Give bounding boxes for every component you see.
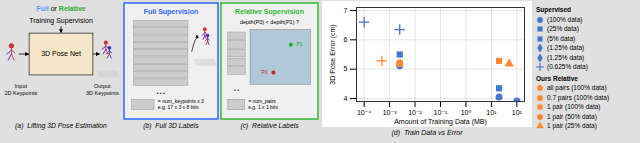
svg-text:Full Supervision: Full Supervision xyxy=(144,8,198,16)
html-text:(5% data): (5% data) xyxy=(547,34,576,42)
svg-text:• • •: • • • xyxy=(157,90,165,96)
svg-text:Relative Supervision: Relative Supervision xyxy=(235,8,304,16)
html-text:(1.25% data): (1.25% data) xyxy=(547,53,585,61)
svg-text:10²: 10² xyxy=(512,109,523,116)
svg-text:= num_pairse.g. 1 x 1 bits: = num_pairse.g. 1 x 1 bits xyxy=(248,98,278,110)
svg-text:= num_keypoints x 3e.g. 17 x 3: = num_keypoints x 3e.g. 17 x 3 x 8 bits xyxy=(158,98,204,110)
svg-text:P1: P1 xyxy=(297,41,303,47)
svg-text:10⁰: 10⁰ xyxy=(461,109,472,116)
html-text:Ours Relative: Ours Relative xyxy=(536,74,578,82)
svg-text:10⁻²: 10⁻² xyxy=(408,109,422,116)
html-text:(0.625% data): (0.625% data) xyxy=(547,63,588,70)
svg-text:4: 4 xyxy=(344,95,348,102)
svg-text:(b) Full 3D Labels: (b) Full 3D Labels xyxy=(143,122,199,130)
html-text:1 pair (25% data): 1 pair (25% data) xyxy=(547,122,597,129)
html-text:all pairs (100% data): all pairs (100% data) xyxy=(547,84,607,91)
html-text:(100% data): (100% data) xyxy=(547,15,583,23)
svg-text:3D Pose Net: 3D Pose Net xyxy=(41,50,81,57)
svg-text:5: 5 xyxy=(344,65,348,72)
html-text:(d) Train Data vs Error: (d) Train Data vs Error xyxy=(391,129,463,136)
svg-text:Training Supervision: Training Supervision xyxy=(29,17,93,25)
svg-text:Output3D Keypoints: Output3D Keypoints xyxy=(86,83,119,95)
svg-text:10⁻⁴: 10⁻⁴ xyxy=(357,109,372,116)
html-text:(25% data): (25% data) xyxy=(547,25,579,32)
svg-text:depth(P0) < depth(P1) ?: depth(P0) < depth(P1) ? xyxy=(240,19,299,25)
html-text:(1.25% data): (1.25% data) xyxy=(547,44,585,51)
svg-text:6: 6 xyxy=(344,36,348,43)
svg-text:P0: P0 xyxy=(262,69,268,75)
html-text:1 pair (50% data): 1 pair (50% data) xyxy=(547,112,597,120)
svg-text:• •: • • xyxy=(234,87,239,93)
svg-text:Input2D Keypoints: Input2D Keypoints xyxy=(5,83,38,95)
svg-text:10⁻³: 10⁻³ xyxy=(383,109,397,116)
svg-text:Full or Relative: Full or Relative xyxy=(36,5,86,12)
svg-text:10⁻¹: 10⁻¹ xyxy=(434,109,448,116)
html-text:0.7 pairs (100% data): 0.7 pairs (100% data) xyxy=(547,93,610,101)
svg-text:10¹: 10¹ xyxy=(486,109,497,116)
html-text:1 pair (100% data): 1 pair (100% data) xyxy=(547,103,601,110)
html-text:Supervised: Supervised xyxy=(536,6,571,13)
svg-text:Amount of Training Data (MB): Amount of Training Data (MB) xyxy=(394,118,487,126)
svg-text:7: 7 xyxy=(344,7,348,14)
svg-text:(c) Relative Labels: (c) Relative Labels xyxy=(240,122,299,130)
svg-text:(a) Lifting 3D Pose Estimatio: (a) Lifting 3D Pose Estimation xyxy=(15,122,107,130)
svg-text:3D Pose Error (cm): 3D Pose Error (cm) xyxy=(329,24,337,84)
